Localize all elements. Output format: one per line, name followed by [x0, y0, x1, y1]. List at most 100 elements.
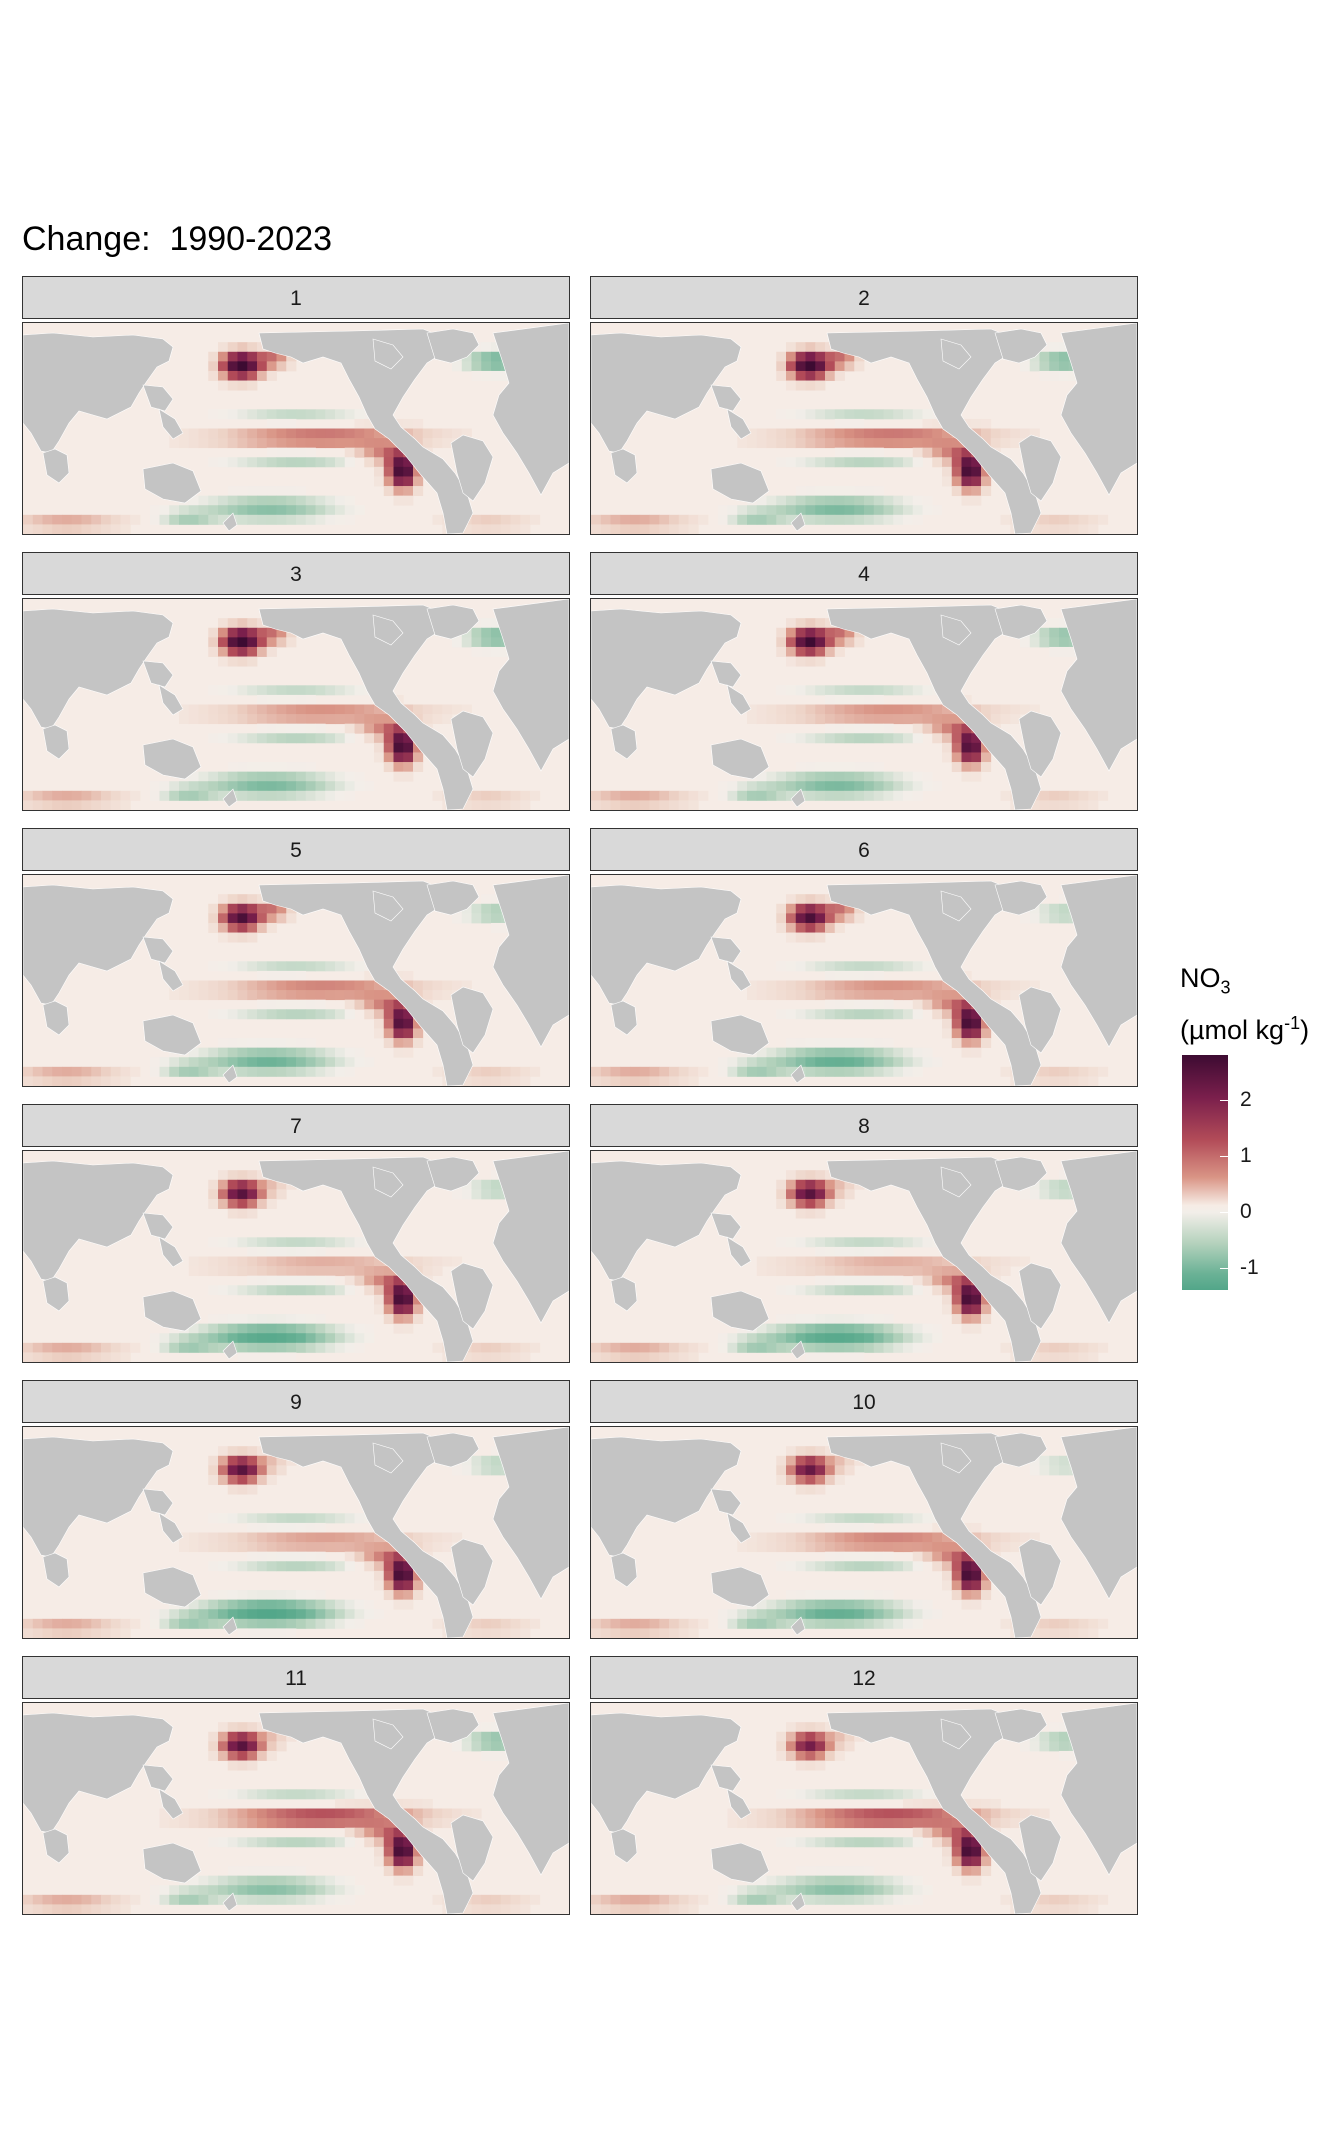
heat-cell: [286, 790, 297, 801]
heat-cell: [198, 1618, 209, 1629]
heat-cell: [630, 514, 641, 525]
heat-cell: [922, 999, 933, 1010]
heat-cell: [610, 514, 621, 525]
heat-cell: [678, 1352, 689, 1362]
heat-cell: [325, 1561, 336, 1572]
heat-cell: [266, 714, 277, 725]
heat-cell: [883, 1275, 894, 1286]
heat-cell: [227, 505, 238, 516]
heat-cell: [1059, 351, 1070, 362]
heat-cell: [756, 1333, 767, 1344]
heat-cell: [844, 1590, 855, 1601]
heat-cell: [834, 1342, 845, 1353]
heat-cell: [237, 1342, 248, 1353]
heat-cell: [52, 514, 63, 525]
heat-cell: [305, 1266, 316, 1277]
heat-cell: [942, 438, 953, 449]
heat-cell: [844, 1789, 855, 1800]
land-mass: [426, 1432, 480, 1468]
heat-cell: [510, 514, 521, 525]
heat-cell: [776, 1342, 787, 1353]
heat-cell: [815, 790, 826, 801]
heat-cell: [825, 1066, 836, 1077]
heat-cell: [81, 1628, 92, 1638]
heat-cell: [305, 1285, 316, 1296]
heat-cell: [110, 514, 121, 525]
heat-cell: [1039, 1352, 1050, 1362]
heat-cell: [257, 438, 268, 449]
heat-cell: [481, 894, 492, 905]
heat-cell: [805, 1542, 816, 1553]
heat-cell: [1059, 524, 1070, 534]
land-mass: [826, 1156, 1042, 1362]
heat-cell: [903, 409, 914, 420]
heat-cell: [227, 903, 238, 914]
heat-cell: [795, 1266, 806, 1277]
heat-cell: [922, 1789, 933, 1800]
heat-cell: [776, 1266, 787, 1277]
heat-cell: [227, 370, 238, 381]
heat-cell: [188, 1875, 199, 1886]
legend-tick-label: 1: [1240, 1143, 1252, 1167]
heat-cell: [854, 1323, 865, 1334]
heat-cell: [354, 771, 365, 782]
heat-cell: [227, 932, 238, 943]
heat-cell: [795, 1179, 806, 1190]
heat-cell: [893, 1513, 904, 1524]
heat-cell: [257, 1047, 268, 1058]
heat-cell: [286, 762, 297, 773]
heat-cell: [756, 514, 767, 525]
heat-cell: [247, 990, 258, 1001]
heat-cell: [325, 1808, 336, 1819]
heat-cell: [756, 1066, 767, 1077]
heat-cell: [403, 1285, 414, 1296]
heat-cell: [678, 514, 689, 525]
heat-cell: [786, 1009, 797, 1020]
heat-cell: [403, 762, 414, 773]
heat-cell: [786, 380, 797, 391]
heat-cell: [344, 1551, 355, 1562]
heat-cell: [873, 1789, 884, 1800]
heat-cell: [491, 646, 502, 657]
heat-cell: [393, 1856, 404, 1867]
heat-cell: [491, 1455, 502, 1466]
heat-cell: [630, 1066, 641, 1077]
heat-cell: [179, 1532, 190, 1543]
heat-cell: [815, 1599, 826, 1610]
legend-unit-close: ): [1300, 1015, 1310, 1046]
heat-cell: [815, 342, 826, 353]
heat-cell: [834, 1609, 845, 1620]
heat-cell: [893, 1275, 904, 1286]
heat-cell: [305, 1323, 316, 1334]
heat-cell: [815, 1455, 826, 1466]
heat-cell: [825, 714, 836, 725]
heat-cell: [912, 1285, 923, 1296]
heat-cell: [1059, 1465, 1070, 1476]
heat-cell: [795, 1866, 806, 1877]
heat-cell: [727, 790, 738, 801]
heat-cell: [1049, 1628, 1060, 1638]
heat-cell: [422, 1798, 433, 1809]
heat-cell: [854, 428, 865, 439]
heat-cell: [942, 990, 953, 1001]
heat-cell: [413, 752, 424, 763]
heat-cell: [922, 723, 933, 734]
heat-cell: [786, 1731, 797, 1742]
land-mass: [994, 328, 1048, 364]
heat-cell: [932, 457, 943, 468]
heat-cell: [286, 771, 297, 782]
heat-cell: [257, 486, 268, 497]
heat-cell: [344, 1818, 355, 1829]
heat-cell: [1039, 1904, 1050, 1914]
heat-cell: [393, 1875, 404, 1886]
heat-cell: [639, 1066, 650, 1077]
heat-cell: [481, 514, 492, 525]
heat-cell: [630, 1352, 641, 1362]
heat-cell: [630, 790, 641, 801]
heat-cell: [825, 1789, 836, 1800]
heat-cell: [286, 1333, 297, 1344]
heat-cell: [825, 351, 836, 362]
heat-cell: [383, 457, 394, 468]
heat-cell: [383, 1827, 394, 1838]
heat-cell: [286, 1866, 297, 1877]
